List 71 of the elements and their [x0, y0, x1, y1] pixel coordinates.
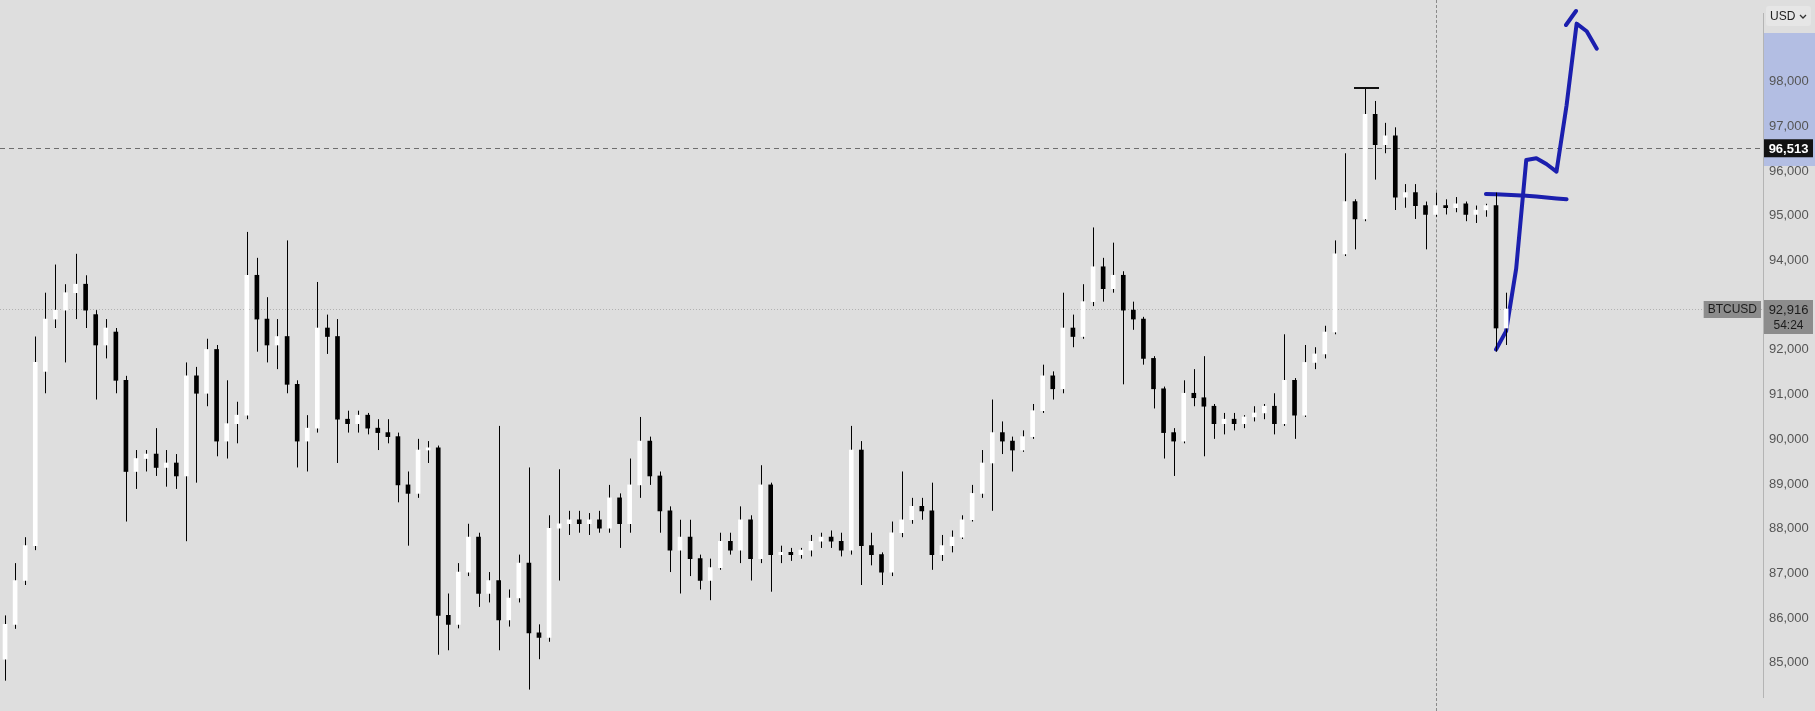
candlestick — [486, 571, 491, 603]
candlestick — [234, 401, 240, 444]
candlestick — [63, 283, 68, 363]
candlestick — [1312, 346, 1318, 370]
candlestick — [919, 497, 925, 521]
candlestick — [587, 512, 592, 536]
annotation: BTCUSD — [1707, 302, 1758, 317]
y-tick-label: 91,000 — [1769, 386, 1809, 402]
candlestick — [1382, 122, 1388, 154]
candlestick — [1423, 201, 1428, 250]
candlestick — [425, 440, 431, 464]
y-tick-label: 90,000 — [1769, 430, 1809, 446]
ref-line-label: 96,513 — [1768, 140, 1809, 156]
candlestick — [869, 532, 874, 566]
candlestick — [728, 532, 733, 556]
y-axis-title: USD — [1770, 9, 1796, 23]
candlestick — [173, 453, 179, 490]
candlestick — [1272, 392, 1277, 435]
candlestick — [224, 379, 229, 460]
y-tick-label: 96,000 — [1769, 162, 1809, 178]
candlestick — [576, 510, 582, 534]
candlestick — [1413, 183, 1418, 220]
candlestick — [1322, 325, 1328, 359]
candlestick — [365, 412, 371, 435]
currency-dropdown: USD — [1766, 6, 1812, 26]
candlestick — [1000, 420, 1005, 455]
candlestick — [597, 510, 602, 534]
candlestick — [194, 366, 199, 484]
candlestick — [566, 510, 572, 536]
candlestick — [1463, 201, 1469, 222]
candlestick — [1191, 368, 1197, 407]
candlestick — [163, 449, 169, 488]
candlestick — [879, 551, 884, 586]
candlestick — [1201, 355, 1207, 457]
candlestick — [445, 593, 451, 651]
y-tick-label: 94,000 — [1769, 252, 1809, 268]
text: 54:24 — [1773, 318, 1804, 333]
y-tick-label: 98,000 — [1769, 73, 1809, 89]
candlestick — [375, 418, 381, 451]
candlestick — [385, 418, 391, 444]
y-tick-label: 89,000 — [1769, 475, 1809, 491]
y-tick-label: 86,000 — [1769, 609, 1809, 625]
y-tick-label: 85,000 — [1769, 654, 1809, 670]
candlestick — [899, 470, 904, 538]
candlestick — [304, 414, 310, 472]
candlestick — [1131, 301, 1136, 331]
candlestick — [1020, 429, 1025, 453]
candlestick — [556, 468, 562, 582]
y-tick-label: 87,000 — [1769, 564, 1809, 580]
candlestick — [73, 253, 78, 320]
candlestick — [1403, 183, 1408, 209]
candlestick — [506, 588, 512, 628]
y-tick-label: 92,000 — [1769, 341, 1809, 357]
candlestick — [1010, 436, 1015, 472]
candlestick — [1050, 370, 1056, 401]
y-tick-label: 95,000 — [1769, 207, 1809, 223]
candlestick — [959, 514, 965, 540]
candlestick — [707, 558, 713, 601]
y-tick-label: 97,000 — [1769, 118, 1809, 134]
candlestick — [838, 532, 844, 557]
candlestick — [355, 410, 360, 434]
candlestick — [1110, 242, 1116, 294]
candlestick — [325, 314, 330, 355]
candlestick — [345, 410, 350, 434]
candlestick — [909, 497, 915, 525]
candlestick — [103, 318, 109, 359]
y-tick-label: 88,000 — [1769, 520, 1809, 536]
candlestick — [1171, 427, 1176, 477]
candlestick — [1433, 192, 1438, 218]
candlestick — [53, 264, 58, 329]
ref-line-label: 92,916 — [1768, 301, 1809, 317]
